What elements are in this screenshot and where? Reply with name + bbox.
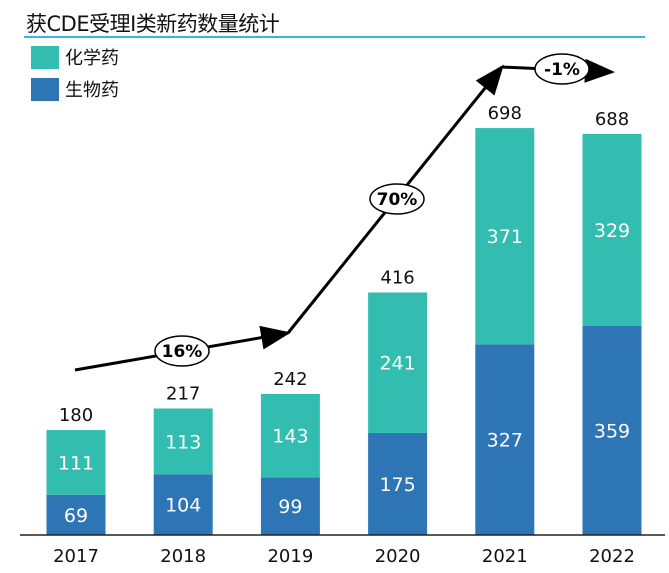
bar-bio [46, 494, 106, 535]
data-label: 143 [272, 426, 308, 448]
data-label: 327 [487, 430, 523, 452]
x-tick-label: 2022 [589, 546, 635, 567]
total-label: 242 [273, 369, 307, 390]
data-label: 69 [64, 505, 88, 527]
legend-item-chem: 化学药 [31, 44, 119, 70]
total-label: 688 [595, 109, 629, 130]
legend-item-bio: 生物药 [31, 76, 119, 102]
bar-bio [368, 432, 428, 535]
data-label: 329 [594, 220, 630, 242]
bar-bio [153, 474, 213, 535]
data-label: 241 [379, 353, 415, 375]
data-label: 111 [58, 452, 94, 474]
x-tick-label: 2021 [482, 546, 528, 567]
total-label: 217 [166, 383, 200, 404]
data-label: 371 [487, 226, 523, 248]
legend-label-chem: 化学药 [65, 48, 119, 69]
growth-label: 16% [162, 342, 203, 362]
bar-chem [368, 292, 428, 433]
legend-label-bio: 生物药 [65, 80, 119, 101]
total-label: 698 [488, 103, 522, 124]
bar-chem [475, 128, 535, 345]
bar-chem [153, 408, 213, 475]
data-label: 359 [594, 420, 630, 442]
growth-label: -1% [544, 60, 580, 80]
bar-bio [475, 344, 535, 535]
data-label: 175 [379, 474, 415, 496]
x-tick-label: 2017 [53, 546, 99, 567]
bar-bio [260, 477, 320, 535]
growth-bubble [369, 183, 425, 215]
x-tick-label: 2019 [267, 546, 313, 567]
total-label: 180 [59, 405, 93, 426]
data-label: 99 [278, 496, 302, 518]
growth-bubble [534, 53, 590, 85]
growth-label: 70% [377, 190, 418, 210]
data-label: 104 [165, 495, 201, 517]
x-tick-label: 2020 [375, 546, 421, 567]
bar-bio [582, 325, 642, 535]
growth-bubble [154, 335, 210, 367]
legend-swatch-bio [31, 77, 59, 101]
legend-swatch-chem [31, 45, 59, 69]
bar-chem [260, 393, 320, 478]
bar-chem [46, 430, 106, 495]
bar-chem [582, 133, 642, 326]
data-label: 113 [165, 431, 201, 453]
x-tick-label: 2018 [160, 546, 206, 567]
total-label: 416 [380, 267, 414, 288]
title-underline [24, 36, 645, 38]
chart-title: 获CDE受理I类新药数量统计 [26, 12, 280, 36]
